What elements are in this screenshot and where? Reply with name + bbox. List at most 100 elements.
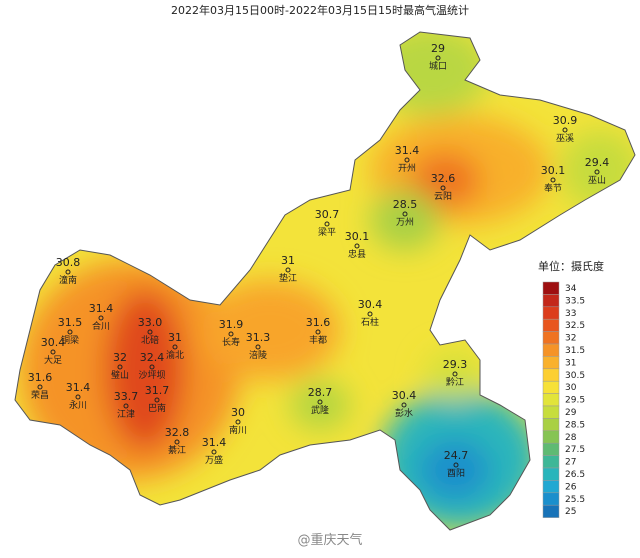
- watermark: @重庆天气: [297, 532, 362, 548]
- station-value: 29: [431, 42, 445, 55]
- legend-label: 31: [565, 358, 576, 368]
- station-name: 沙坪坝: [138, 370, 165, 381]
- station-value: 31.4: [202, 436, 227, 449]
- legend-swatch: [542, 442, 560, 456]
- legend-label: 29.5: [565, 396, 585, 406]
- station-dot: [50, 349, 56, 355]
- station-name: 开州: [398, 163, 416, 174]
- legend-label: 33: [565, 309, 576, 319]
- station-value: 30.4: [392, 389, 417, 402]
- station-name: 忠县: [348, 249, 366, 260]
- station-value: 30.9: [553, 114, 578, 127]
- station: 31.5 铜梁: [58, 316, 83, 346]
- station: 31.6 荣昌: [28, 371, 53, 401]
- legend-label: 29: [565, 408, 577, 418]
- station-dot: [228, 331, 234, 337]
- legend-label: 26: [565, 482, 577, 492]
- station-value: 32: [113, 351, 127, 364]
- legend-swatch: [542, 504, 560, 518]
- station: 31.4 万盛: [202, 436, 227, 466]
- station: 33.7 江津: [114, 390, 139, 420]
- station-value: 29.3: [443, 358, 468, 371]
- station: 31.7 巴南: [145, 384, 170, 414]
- station-value: 31: [281, 254, 295, 267]
- station-value: 32.6: [431, 172, 456, 185]
- legend-swatch: [542, 331, 560, 345]
- station-dot: [123, 403, 129, 409]
- legend-swatch: [542, 380, 560, 394]
- station-value: 30.1: [541, 164, 566, 177]
- station-name: 渝北: [166, 349, 184, 361]
- station-value: 30.4: [41, 336, 66, 349]
- legend-label: 34: [565, 284, 577, 294]
- station-dot: [367, 311, 373, 317]
- station-value: 28.7: [308, 386, 333, 399]
- station-name: 长寿: [222, 336, 240, 348]
- station-name: 璧山: [111, 369, 129, 381]
- station: 31.4 永川: [66, 381, 91, 411]
- station: 32.8 綦江: [165, 426, 190, 456]
- station-dot: [550, 177, 556, 183]
- station-value: 31.6: [28, 371, 53, 384]
- station-value: 31.4: [89, 302, 114, 315]
- station-name: 巴南: [148, 402, 166, 414]
- station-dot: [562, 127, 568, 133]
- station-name: 云阳: [434, 191, 452, 202]
- station-name: 城口: [429, 61, 447, 72]
- station-value: 30: [231, 406, 245, 419]
- legend-label: 28: [565, 433, 577, 443]
- station: 28.7 武隆: [308, 386, 333, 416]
- station: 30.8 潼南: [56, 256, 81, 286]
- legend-label: 32: [565, 334, 576, 344]
- legend-swatch: [542, 480, 560, 494]
- legend-swatch: [542, 492, 560, 506]
- legend-label: 33.5: [565, 296, 585, 306]
- station: 31.9 长寿: [219, 318, 244, 348]
- station-value: 31.4: [395, 144, 420, 157]
- station-name: 大足: [44, 354, 62, 366]
- station: 31.3 涪陵: [246, 331, 271, 361]
- station-value: 28.5: [393, 198, 418, 211]
- station-dot: [75, 394, 81, 400]
- station: 24.7 酉阳: [444, 449, 469, 479]
- station: 32.6 云阳: [431, 172, 456, 202]
- station-dot: [154, 397, 160, 403]
- station-name: 南川: [229, 424, 247, 436]
- legend-swatch: [542, 294, 560, 308]
- station-value: 30.4: [358, 298, 383, 311]
- station: 29.4 巫山: [585, 156, 610, 186]
- station-value: 33.7: [114, 390, 139, 403]
- station: 30.4 彭水: [392, 389, 417, 419]
- station-dot: [255, 344, 261, 350]
- station-name: 涪陵: [249, 349, 267, 361]
- legend-label: 30.5: [565, 371, 585, 381]
- legend-swatch: [542, 393, 560, 407]
- station-dot: [147, 329, 153, 335]
- station-name: 丰都: [309, 334, 327, 346]
- station: 31 渝北: [166, 331, 184, 361]
- station-value: 30.8: [56, 256, 81, 269]
- station: 30.1 忠县: [345, 230, 370, 260]
- station-value: 31: [168, 331, 182, 344]
- station-name: 梁平: [318, 226, 336, 238]
- station-value: 32.4: [140, 351, 165, 364]
- legend-swatch: [542, 467, 560, 481]
- station-dot: [37, 384, 43, 390]
- station: 29 城口: [429, 42, 447, 72]
- legend-label: 25.5: [565, 495, 585, 505]
- station-name: 潼南: [59, 274, 77, 286]
- station-dot: [65, 269, 71, 275]
- station-name: 万州: [396, 217, 414, 228]
- station-dot: [172, 344, 178, 350]
- station: 32 璧山: [111, 351, 129, 381]
- legend-label: 26.5: [565, 470, 585, 480]
- station-value: 31.7: [145, 384, 170, 397]
- station: 31.4 合川: [89, 302, 114, 332]
- station-dot: [401, 402, 407, 408]
- station-value: 30.1: [345, 230, 370, 243]
- legend-label: 27: [565, 458, 576, 468]
- station-dot: [440, 185, 446, 191]
- station-name: 石柱: [361, 316, 379, 328]
- station: 30.4 大足: [41, 336, 66, 366]
- station-dot: [174, 439, 180, 445]
